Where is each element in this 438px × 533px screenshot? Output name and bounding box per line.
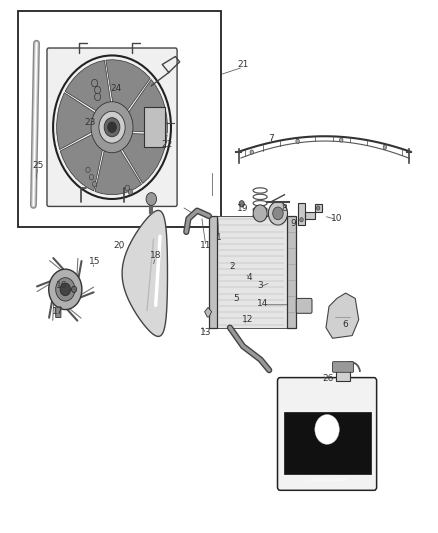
Circle shape	[316, 206, 320, 210]
Text: 16: 16	[56, 280, 67, 289]
Circle shape	[296, 139, 299, 143]
Circle shape	[95, 93, 101, 101]
FancyBboxPatch shape	[332, 362, 353, 372]
Circle shape	[95, 86, 101, 94]
Polygon shape	[297, 203, 321, 225]
Text: 25: 25	[32, 161, 43, 170]
Text: ANTIFREEZE / COOLANT: ANTIFREEZE / COOLANT	[301, 461, 353, 465]
Polygon shape	[95, 148, 141, 195]
Circle shape	[49, 269, 82, 310]
Circle shape	[315, 415, 339, 445]
Text: 2: 2	[229, 262, 235, 271]
Circle shape	[86, 167, 90, 172]
Bar	[145, 107, 166, 147]
FancyBboxPatch shape	[56, 307, 61, 318]
Bar	[287, 216, 296, 328]
Circle shape	[268, 201, 288, 225]
Circle shape	[108, 122, 117, 133]
Circle shape	[104, 118, 120, 137]
Circle shape	[128, 189, 133, 195]
Polygon shape	[205, 308, 212, 317]
Polygon shape	[121, 134, 167, 183]
Text: 18: 18	[150, 252, 162, 260]
Text: LICENSED: LICENSED	[318, 444, 337, 448]
Circle shape	[125, 185, 130, 190]
Bar	[217, 216, 287, 328]
Text: 5: 5	[233, 294, 239, 303]
Text: 3: 3	[258, 280, 263, 289]
Polygon shape	[65, 60, 111, 112]
Text: 22: 22	[161, 140, 172, 149]
Circle shape	[92, 79, 98, 87]
Circle shape	[339, 138, 343, 142]
Text: 1: 1	[216, 233, 222, 242]
Text: 24: 24	[111, 84, 122, 93]
Text: 15: 15	[89, 257, 100, 265]
Circle shape	[253, 205, 267, 222]
Circle shape	[92, 181, 97, 187]
Text: 20: 20	[113, 241, 124, 250]
Circle shape	[300, 217, 303, 222]
Polygon shape	[60, 133, 103, 191]
Text: 5 YEAR / 150,000 MILE: 5 YEAR / 150,000 MILE	[305, 470, 349, 474]
Text: 11: 11	[200, 241, 212, 250]
Text: 17: 17	[52, 307, 63, 316]
Bar	[209, 216, 217, 328]
Text: 4: 4	[247, 273, 252, 281]
Text: 13: 13	[200, 328, 212, 337]
Circle shape	[71, 286, 77, 293]
Circle shape	[60, 283, 71, 296]
Circle shape	[239, 200, 244, 207]
Text: 10: 10	[331, 214, 343, 223]
Text: 7: 7	[268, 134, 274, 143]
Polygon shape	[127, 79, 167, 133]
Text: 6: 6	[343, 320, 349, 329]
Circle shape	[56, 278, 75, 301]
Circle shape	[273, 207, 283, 220]
Polygon shape	[57, 93, 97, 150]
Text: M: M	[321, 423, 332, 433]
Text: 12: 12	[242, 315, 253, 324]
Polygon shape	[122, 211, 167, 336]
FancyBboxPatch shape	[47, 48, 177, 206]
Text: 23: 23	[85, 118, 96, 127]
Text: 14: 14	[257, 299, 268, 308]
Bar	[284, 412, 371, 474]
FancyBboxPatch shape	[296, 298, 312, 313]
Text: 9: 9	[290, 220, 296, 229]
Bar	[18, 11, 221, 227]
Circle shape	[99, 111, 125, 143]
Text: 26: 26	[322, 374, 334, 383]
Polygon shape	[106, 60, 150, 112]
Circle shape	[146, 192, 156, 205]
FancyBboxPatch shape	[278, 377, 377, 490]
Circle shape	[89, 174, 94, 180]
Text: 19: 19	[237, 204, 249, 213]
Text: DO NOT ADD WATER: DO NOT ADD WATER	[307, 478, 347, 482]
Bar	[336, 369, 350, 381]
Polygon shape	[326, 293, 359, 338]
Text: 21: 21	[237, 60, 249, 69]
Circle shape	[250, 150, 254, 154]
Circle shape	[383, 145, 387, 149]
Text: 8: 8	[282, 204, 287, 213]
Text: 50/50 PREDILUTED: 50/50 PREDILUTED	[308, 453, 346, 457]
Circle shape	[91, 102, 133, 153]
